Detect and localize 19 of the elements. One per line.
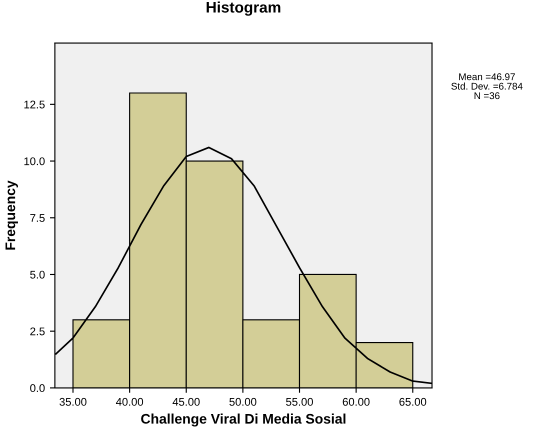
y-tick-label: 5.0 [30, 270, 45, 279]
text: Std. Dev. =6.784 [451, 82, 523, 90]
text: N =36 [474, 92, 500, 100]
x-tick-label: 50.00 [229, 398, 256, 406]
text: Mean =46.97 [459, 73, 515, 80]
x-tick-label: 40.00 [116, 398, 144, 406]
y-tick-label: 10.0 [24, 157, 45, 166]
x-tick-label: 35.00 [60, 398, 86, 406]
chart-title: Histogram [206, 1, 280, 16]
y-tick-label: 7.5 [30, 214, 45, 222]
x-tick-label: 60.00 [342, 398, 370, 406]
y-tick-label: 2.5 [30, 327, 45, 336]
x-tick-label: 55.00 [286, 398, 313, 406]
x-tick-label: 45.00 [172, 398, 200, 406]
y-tick-label: 0.0 [30, 384, 45, 392]
y-tick-label: 12.5 [24, 100, 45, 108]
y-axis-title: Frequency [6, 180, 18, 250]
x-tick-label: 65.00 [399, 398, 426, 406]
x-axis-title: Challenge Viral Di Media Sosial [141, 414, 346, 427]
